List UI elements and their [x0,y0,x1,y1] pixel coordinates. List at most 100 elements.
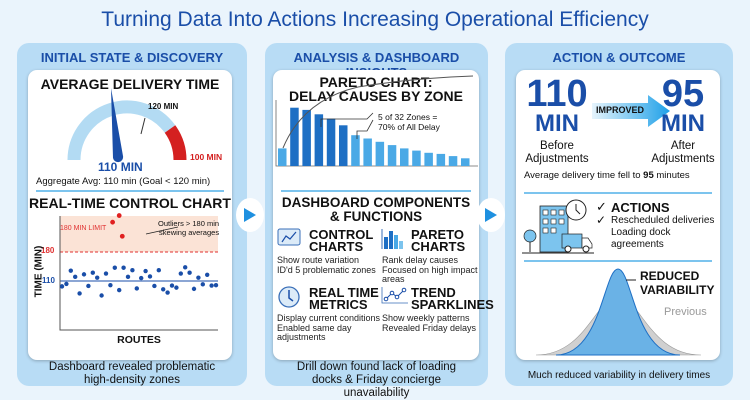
data-point [209,283,214,288]
x-axis-label: ROUTES [117,334,161,346]
data-point [200,282,205,287]
component-title: CHARTS [411,239,466,254]
pareto-bar [339,125,348,166]
distribution-chart [535,268,702,356]
outlier-point [110,219,115,225]
data-point [143,268,148,274]
pareto-bar [278,148,287,166]
component-title: REAL TIME [309,285,379,300]
cumulative-curve [282,75,474,149]
outlier-annotation: Outliers > 180 min skewing averages [158,219,219,237]
pareto-bar [448,156,458,166]
pareto-bar [424,152,433,166]
data-point [103,271,109,276]
data-point [169,283,175,288]
tick-180: 180 [41,246,55,255]
data-point [73,274,78,280]
limit-label: 180 MIN LIMIT [60,225,107,232]
component-title: TREND [411,285,456,300]
pareto-bar [461,158,470,166]
pareto-title-1: PARETO CHART: [319,74,433,90]
panel-action-outcome: ACTION & OUTCOME 110 MIN Before Adjustmen… [505,43,733,386]
connector-arrow-icon [477,198,505,232]
checkmark-icon: ✓ [596,213,607,227]
data-point [117,287,122,293]
component-desc: Rank delay causes [382,255,459,265]
annotation-bracket [320,112,374,127]
checkmark-icon: ✓ [596,199,607,214]
card: AVERAGE DELIVERY TIME 120 MIN 100 MIN 11… [28,70,232,360]
component-desc: Enabled same day [277,323,352,333]
component-title: PARETO [411,227,464,242]
after-unit: MIN [661,110,705,137]
data-point [81,272,87,277]
annotation-line2: skewing averages [159,228,220,237]
after-label-2: Adjustments [651,153,715,165]
data-point [86,283,91,289]
pareto-axes [275,100,478,167]
components-title-2: & FUNCTIONS [329,209,423,224]
component-desc: adjustments [277,332,326,342]
pareto-bar [351,135,360,166]
control-chart-title: REAL-TIME CONTROL CHART [29,195,231,211]
component-desc: areas [382,274,405,284]
pareto-bar [375,141,385,166]
summary-text: minutes [653,170,690,181]
data-point [161,287,166,292]
summary: Average delivery time fell to 95 minutes [524,170,690,181]
data-point [134,286,139,291]
divider [36,190,224,192]
after-label-1: After [670,140,696,152]
component-desc: Focused on high impact [382,265,478,275]
gauge-mark-label: 120 MIN [148,102,179,111]
pareto-annotation: 5 of 32 Zones = 70% of All Delay [378,112,440,132]
panel-footer: Drill down found lack of loading docks &… [296,361,457,399]
card: PARETO CHART: DELAY CAUSES BY ZONE 5 of … [273,70,494,360]
divider [524,260,712,262]
annotation-bracket [356,119,374,139]
data-point [130,268,135,273]
clock-icon [278,286,300,308]
summary-value: 95 [643,170,654,181]
outlier-point [116,213,122,218]
data-point [77,291,82,296]
gauge-tick [140,117,146,135]
data-point [59,284,65,289]
data-point [213,282,219,288]
gauge-red-label: 100 MIN [190,152,223,162]
data-point [183,265,188,270]
data-point [95,275,100,280]
pareto-bar [387,145,397,166]
before-unit: MIN [535,110,579,137]
improved-label: IMPROVED [596,105,645,115]
data-point [112,265,118,270]
previous-label: Previous [664,306,707,318]
limit-band [60,216,218,252]
data-point [108,282,113,288]
gauge-value: 110 MIN [98,160,143,174]
data-point [147,274,153,279]
after-label: After Adjustments [644,140,722,166]
page-title: Turning Data Into Actions Increasing Ope… [101,8,649,31]
gauge-red-zone [164,125,187,161]
before-label: Before Adjustments [520,140,594,166]
chart-axes [59,216,218,331]
gauge [67,88,187,163]
pareto-bar [302,109,311,166]
label-line: REDUCED [640,269,700,283]
gauge-needle-icon [111,88,124,163]
control-chart [59,213,219,331]
pareto-title-2: DELAY CAUSES BY ZONE [288,88,463,104]
annotation-line2: 70% of All Delay [378,122,440,132]
data-point [152,283,157,289]
actions-list: Rescheduled deliveries Loading dock agre… [611,215,714,251]
data-point [156,268,161,273]
pareto-bar [400,148,409,166]
divider [281,190,471,192]
component-desc: Show weekly patterns [382,313,470,323]
actions-title: ACTIONS [611,200,670,215]
component-desc: Display current conditions [277,313,381,323]
improved-arrow-icon [592,95,670,127]
data-point [187,270,192,275]
building-truck-icon [522,199,594,254]
